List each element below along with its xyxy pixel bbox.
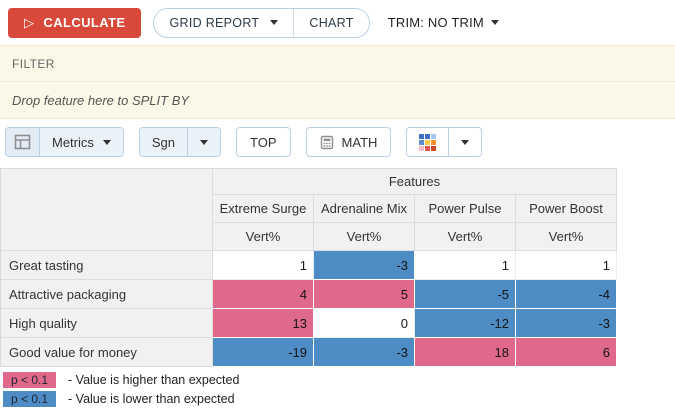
palette-group: [406, 127, 483, 157]
metric-header: Vert%: [213, 223, 314, 251]
metric-header: Vert%: [314, 223, 415, 251]
grid-report-table: Features Extreme Surge Adrenaline Mix Powe…: [0, 168, 617, 367]
table-layout-button[interactable]: [6, 128, 39, 156]
row-label: Good value for money: [1, 338, 213, 367]
metric-header: Vert%: [516, 223, 617, 251]
value-cell: -3: [314, 251, 415, 280]
legend-text: - Value is lower than expected: [68, 392, 235, 406]
calculate-label: CALCULATE: [43, 15, 126, 30]
palette-swatch: [431, 133, 437, 139]
palette-icon: [419, 133, 437, 151]
math-button[interactable]: MATH: [305, 127, 392, 157]
calculator-icon: [320, 135, 333, 149]
calculate-button[interactable]: ▷ CALCULATE: [8, 7, 142, 38]
column-header: Power Boost: [516, 195, 617, 223]
value-cell: 13: [213, 309, 314, 338]
view-switcher: GRID REPORT CHART: [153, 7, 370, 38]
value-cell: 18: [415, 338, 516, 367]
legend-badge: p < 0.1: [3, 391, 57, 407]
filter-label: FILTER: [12, 56, 55, 71]
sgn-button[interactable]: Sgn: [139, 128, 188, 156]
grid-report-label: GRID REPORT: [169, 15, 260, 30]
value-cell: -19: [213, 338, 314, 367]
metrics-group: Metrics: [5, 127, 124, 157]
top-label: TOP: [250, 134, 277, 150]
palette-caret-button[interactable]: [448, 128, 482, 156]
value-cell: 6: [516, 338, 617, 367]
column-header: Power Pulse: [415, 195, 516, 223]
table-icon: [14, 134, 31, 150]
palette-swatch: [425, 145, 431, 151]
palette-swatch: [419, 145, 425, 151]
palette-swatch: [431, 145, 437, 151]
value-cell: 1: [415, 251, 516, 280]
chevron-down-icon: [461, 139, 470, 145]
value-cell: 0: [314, 309, 415, 338]
value-cell: 1: [213, 251, 314, 280]
legend-badge: p < 0.1: [3, 372, 57, 388]
row-label: High quality: [1, 309, 213, 338]
tab-chart[interactable]: CHART: [294, 8, 369, 37]
legend-row: p < 0.1 - Value is lower than expected: [3, 391, 675, 407]
value-cell: -4: [516, 280, 617, 309]
legend-text: - Value is higher than expected: [68, 373, 240, 387]
chevron-down-icon: [200, 139, 209, 145]
chevron-down-icon: [102, 139, 111, 145]
value-cell: 5: [314, 280, 415, 309]
app: ▷ CALCULATE GRID REPORT CHART TRIM: NO T…: [0, 0, 675, 407]
column-header: Extreme Surge: [213, 195, 314, 223]
palette-swatch: [419, 139, 425, 145]
math-label: MATH: [341, 134, 378, 150]
chevron-down-icon: [270, 20, 279, 25]
palette-swatch: [419, 133, 425, 139]
table-corner-cell: [1, 169, 213, 251]
tab-grid-report[interactable]: GRID REPORT: [154, 8, 295, 37]
legend-row: p < 0.1 - Value is higher than expected: [3, 372, 675, 388]
metric-header: Vert%: [415, 223, 516, 251]
sgn-group: Sgn: [138, 127, 222, 157]
row-label: Great tasting: [1, 251, 213, 280]
top-toolbar: ▷ CALCULATE GRID REPORT CHART TRIM: NO T…: [0, 0, 675, 45]
chevron-down-icon: [490, 20, 499, 25]
value-cell: -3: [314, 338, 415, 367]
group-header: Features: [213, 169, 617, 195]
palette-button[interactable]: [407, 128, 449, 156]
table-row: Good value for money -19 -3 18 6: [1, 338, 617, 367]
trim-label: TRIM: NO TRIM: [387, 15, 484, 30]
metrics-dropdown[interactable]: Metrics: [39, 128, 123, 156]
value-cell: -3: [516, 309, 617, 338]
column-header: Adrenaline Mix: [314, 195, 415, 223]
trim-dropdown[interactable]: TRIM: NO TRIM: [388, 15, 499, 30]
palette-swatch: [425, 133, 431, 139]
table-toolbar: Metrics Sgn TOP MATH: [0, 122, 675, 162]
sgn-caret-button[interactable]: [187, 128, 221, 156]
palette-swatch: [431, 139, 437, 145]
table-row: Great tasting 1 -3 1 1: [1, 251, 617, 280]
splitby-label: Drop feature here to SPLIT BY: [12, 92, 190, 108]
table-row: High quality 13 0 -12 -3: [1, 309, 617, 338]
sgn-label: Sgn: [151, 134, 176, 150]
value-cell: -5: [415, 280, 516, 309]
value-cell: 1: [516, 251, 617, 280]
metrics-label: Metrics: [52, 134, 94, 150]
value-cell: -12: [415, 309, 516, 338]
palette-swatch: [425, 139, 431, 145]
table-row: Attractive packaging 4 5 -5 -4: [1, 280, 617, 309]
filter-dropzone[interactable]: FILTER: [0, 45, 675, 82]
play-icon: ▷: [24, 15, 35, 30]
chart-label: CHART: [309, 15, 354, 30]
top-button[interactable]: TOP: [236, 127, 291, 157]
significance-legend: p < 0.1- Value is higher than expected p …: [3, 372, 675, 407]
row-label: Attractive packaging: [1, 280, 213, 309]
splitby-dropzone[interactable]: Drop feature here to SPLIT BY: [0, 82, 675, 119]
value-cell: 4: [213, 280, 314, 309]
